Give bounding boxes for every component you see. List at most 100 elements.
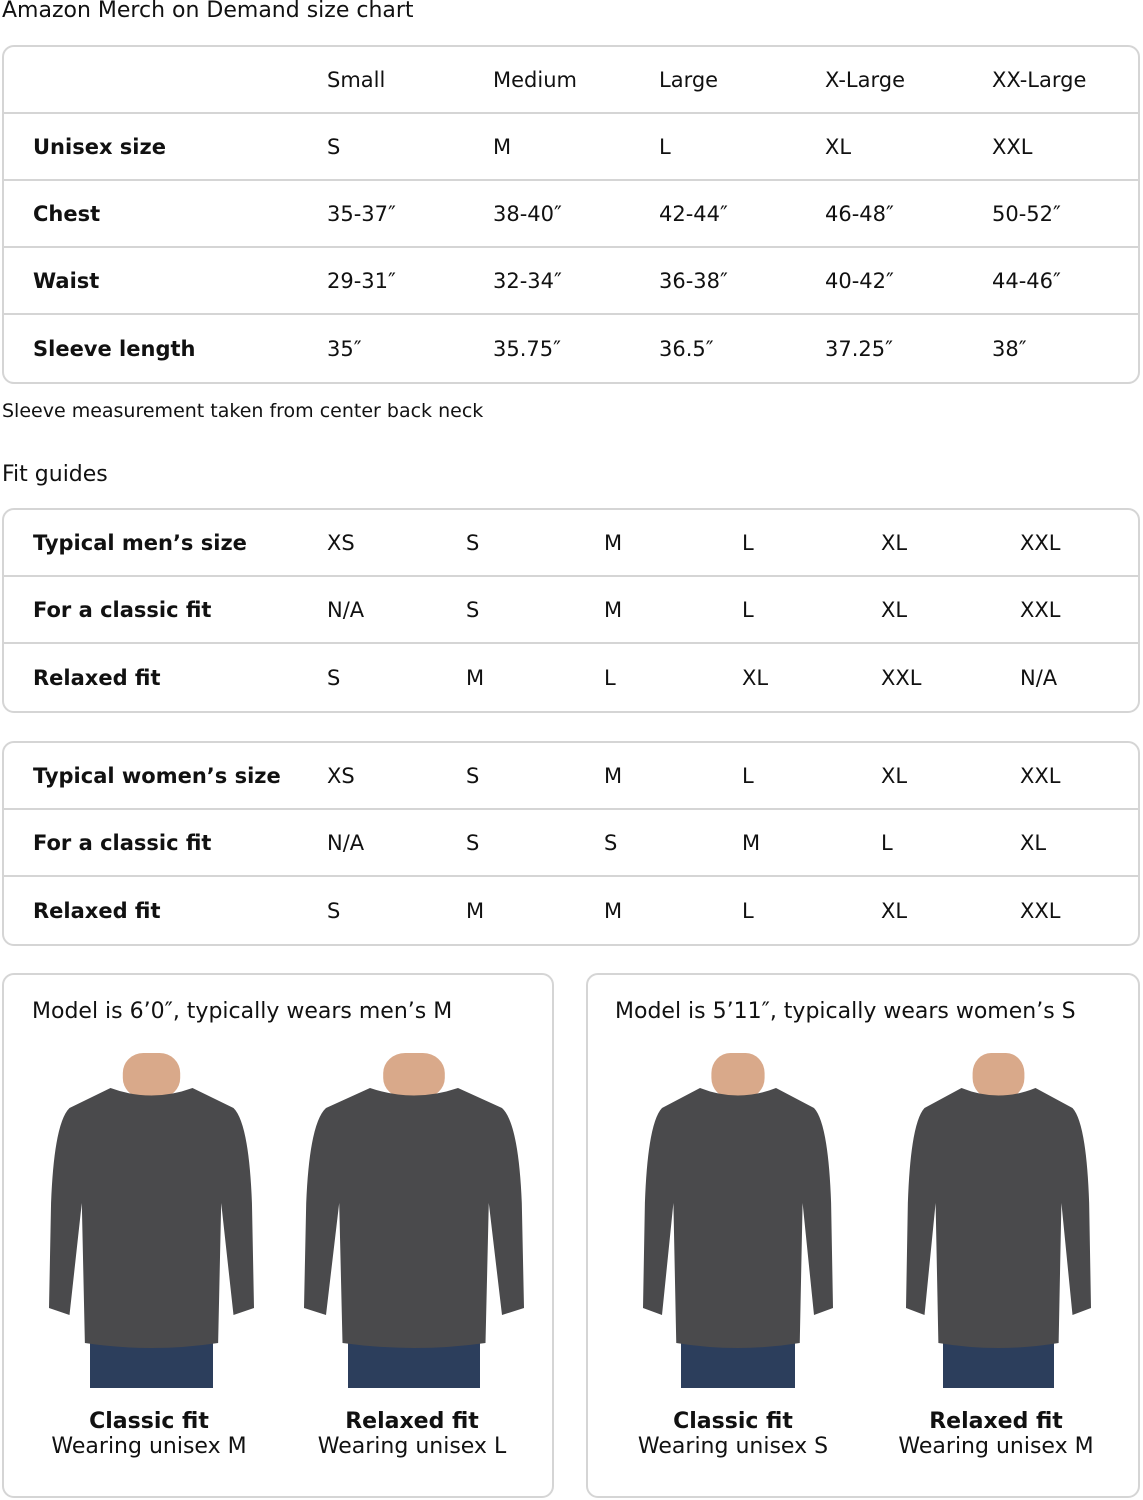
table-cell: M — [493, 134, 512, 159]
table-cell: 38″ — [992, 336, 1027, 361]
table-cell: XL — [881, 898, 908, 923]
table-row: Sleeve length 35″ 35.75″ 36.5″ 37.25″ 38″ — [4, 315, 1138, 382]
table-cell: L — [742, 597, 754, 622]
table-cell: XL — [1020, 830, 1047, 855]
table-cell: L — [742, 530, 754, 555]
table-cell: 37.25″ — [825, 336, 893, 361]
table-cell: 35″ — [327, 336, 362, 361]
womens-model-card: Model is 5’11″, typically wears women’s … — [586, 973, 1140, 1498]
table-cell: 32-34″ — [493, 268, 562, 293]
size-chart-table: Small Medium Large X-Large XX-Large Unis… — [2, 45, 1140, 384]
table-cell: 29-31″ — [327, 268, 396, 293]
row-label: Chest — [33, 201, 101, 226]
table-cell: N/A — [1020, 665, 1058, 690]
table-cell: XXL — [1020, 597, 1061, 622]
page-title: Amazon Merch on Demand size chart — [2, 0, 414, 23]
table-cell: S — [327, 898, 341, 923]
fit-label: Relaxed fit — [929, 1409, 1063, 1434]
row-label: For a classic fit — [33, 597, 212, 622]
fit-label: Classic fit — [89, 1409, 209, 1434]
row-label: Waist — [33, 268, 100, 293]
table-row: For a classic fit N/A S M L XL XXL — [4, 577, 1138, 644]
photo-caption: Classic fit Wearing unisex S — [603, 1409, 863, 1459]
column-header: Small — [327, 67, 386, 92]
table-cell: L — [742, 763, 754, 788]
table-row: Typical men’s size XS S M L XL XXL — [4, 510, 1138, 577]
table-cell: S — [466, 763, 480, 788]
table-cell: 36.5″ — [659, 336, 714, 361]
womens-fit-table: Typical women’s size XS S M L XL XXL For a clas… — [2, 741, 1140, 946]
table-cell: S — [327, 665, 341, 690]
photo-caption: Relaxed fit Wearing unisex L — [282, 1409, 542, 1459]
table-cell: XL — [825, 134, 852, 159]
table-cell: XL — [881, 530, 908, 555]
column-header: Large — [659, 67, 719, 92]
table-cell: 40-42″ — [825, 268, 894, 293]
table-cell: M — [604, 763, 623, 788]
wearing-label: Wearing unisex S — [637, 1434, 829, 1459]
table-header-row: Small Medium Large X-Large XX-Large — [4, 47, 1138, 114]
table-cell: N/A — [327, 830, 365, 855]
table-cell: 38-40″ — [493, 201, 562, 226]
table-cell: M — [604, 898, 623, 923]
table-cell: L — [659, 134, 671, 159]
table-cell: N/A — [327, 597, 365, 622]
table-cell: XXL — [1020, 898, 1061, 923]
mens-model-card: Model is 6’0″, typically wears men’s M C… — [2, 973, 554, 1498]
table-cell: 35-37″ — [327, 201, 396, 226]
table-cell: XXL — [1020, 763, 1061, 788]
table-cell: M — [604, 530, 623, 555]
table-row: Chest 35-37″ 38-40″ 42-44″ 46-48″ 50-52″ — [4, 181, 1138, 248]
table-cell: XL — [881, 597, 908, 622]
table-cell: 36-38″ — [659, 268, 728, 293]
row-label: For a classic fit — [33, 830, 212, 855]
table-row: Typical women’s size XS S M L XL XXL — [4, 743, 1138, 810]
table-cell: XL — [881, 763, 908, 788]
table-cell: XXL — [881, 665, 922, 690]
model-photo-classic-fit — [643, 1053, 833, 1388]
card-heading: Model is 6’0″, typically wears men’s M — [32, 999, 453, 1024]
table-row: Unisex size S M L XL XXL — [4, 114, 1138, 181]
table-cell: M — [466, 665, 485, 690]
model-photo-classic-fit — [49, 1053, 254, 1388]
column-header: X-Large — [825, 67, 906, 92]
table-cell: S — [466, 597, 480, 622]
sleeve-note: Sleeve measurement taken from center bac… — [2, 400, 484, 422]
table-cell: 44-46″ — [992, 268, 1061, 293]
table-cell: L — [604, 665, 616, 690]
row-label: Sleeve length — [33, 336, 196, 361]
fit-label: Relaxed fit — [345, 1409, 479, 1434]
table-cell: S — [327, 134, 341, 159]
table-cell: XXL — [1020, 530, 1061, 555]
row-label: Unisex size — [33, 134, 166, 159]
table-cell: XXL — [992, 134, 1033, 159]
table-cell: 42-44″ — [659, 201, 728, 226]
table-cell: S — [604, 830, 618, 855]
table-cell: M — [742, 830, 761, 855]
table-cell: XL — [742, 665, 769, 690]
table-cell: 50-52″ — [992, 201, 1061, 226]
table-cell: L — [881, 830, 893, 855]
card-heading: Model is 5’11″, typically wears women’s … — [615, 999, 1076, 1024]
table-row: For a classic fit N/A S S M L XL — [4, 810, 1138, 877]
fit-guides-title: Fit guides — [2, 462, 108, 487]
mens-fit-table: Typical men’s size XS S M L XL XXL For a classi… — [2, 508, 1140, 713]
model-photo-relaxed-fit — [304, 1053, 524, 1388]
table-cell: 46-48″ — [825, 201, 894, 226]
photo-caption: Relaxed fit Wearing unisex M — [866, 1409, 1126, 1459]
row-label: Relaxed fit — [33, 898, 161, 923]
fit-label: Classic fit — [673, 1409, 793, 1434]
table-cell: XS — [327, 763, 355, 788]
column-header: Medium — [493, 67, 577, 92]
table-cell: L — [742, 898, 754, 923]
photo-caption: Classic fit Wearing unisex M — [19, 1409, 279, 1459]
table-row: Relaxed fit S M M L XL XXL — [4, 877, 1138, 944]
table-cell: M — [604, 597, 623, 622]
table-cell: XS — [327, 530, 355, 555]
wearing-label: Wearing unisex M — [51, 1434, 247, 1459]
wearing-label: Wearing unisex L — [317, 1434, 507, 1459]
column-header: XX-Large — [992, 67, 1087, 92]
table-cell: M — [466, 898, 485, 923]
model-photo-relaxed-fit — [906, 1053, 1091, 1388]
table-cell: S — [466, 830, 480, 855]
